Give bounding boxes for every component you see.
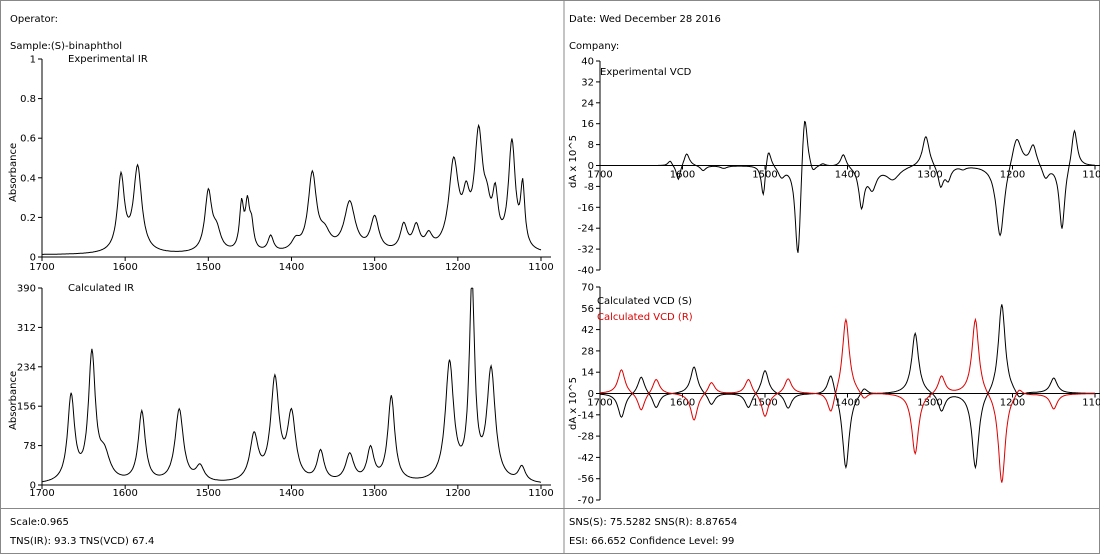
y-tick-label: -8: [584, 182, 594, 193]
company-label: Company:: [569, 41, 620, 52]
x-tick-label: 1700: [29, 488, 54, 499]
x-tick-label: 1400: [835, 398, 860, 409]
y-tick-label: 42: [581, 325, 594, 336]
scale-label: Scale:0.965: [10, 517, 69, 528]
y-tick-label: 78: [23, 441, 36, 452]
x-tick-label: 1100: [528, 488, 553, 499]
legend-entry: Calculated VCD (S): [597, 296, 692, 307]
y-tick-label: 0.4: [20, 173, 36, 184]
x-tick-label: 1100: [1082, 170, 1100, 181]
chart-title: Experimental IR: [68, 54, 148, 65]
y-tick-label: 0: [588, 389, 594, 400]
x-tick-label: 1600: [670, 398, 695, 409]
series-line-0: [600, 120, 1095, 253]
y-tick-label: -32: [578, 245, 594, 256]
x-tick-label: 1200: [1000, 170, 1025, 181]
x-tick-label: 1400: [835, 170, 860, 181]
sample-label: Sample:(S)-binaphthol: [10, 41, 123, 52]
calculated-ir-chart: 0 78 156 234 312 390 1700 1600 1500 1400 1300 1200 1…: [8, 283, 554, 499]
y-tick-label: 234: [17, 362, 36, 373]
y-tick-label: 16: [581, 119, 594, 130]
y-axis-label: dA x 10^5: [568, 135, 579, 188]
y-tick-label: -42: [578, 453, 594, 464]
x-tick-label: 1600: [670, 170, 695, 181]
x-tick-label: 1700: [587, 170, 612, 181]
x-tick-label: 1100: [528, 262, 553, 273]
calculated-vcd-chart: 70 56 42 28 14 0 -14 -28 -42 -56 -70 1700 1600 1500 14…: [568, 283, 1100, 507]
y-tick-label: 0: [30, 481, 36, 492]
y-tick-label: 56: [581, 304, 594, 315]
y-tick-label: -24: [578, 224, 594, 235]
series-line-1: [599, 317, 1095, 483]
sns-label: SNS(S): 75.5282 SNS(R): 8.87654: [569, 517, 738, 528]
y-tick-label: 0: [30, 253, 36, 264]
chart-title: Calculated IR: [68, 283, 134, 294]
y-tick-label: 0: [588, 161, 594, 172]
x-tick-label: 1400: [279, 488, 304, 499]
x-tick-label: 1600: [112, 262, 137, 273]
x-tick-label: 1300: [917, 170, 942, 181]
operator-label: Operator:: [10, 14, 58, 25]
y-axis-label: Absorbance: [8, 371, 19, 430]
y-tick-label: 8: [588, 140, 594, 151]
y-tick-label: 32: [581, 77, 594, 88]
y-tick-label: -70: [578, 496, 594, 507]
x-tick-label: 1500: [196, 488, 221, 499]
tns-label: TNS(IR): 93.3 TNS(VCD) 67.4: [10, 536, 155, 547]
y-tick-label: 0.6: [20, 134, 36, 145]
x-tick-label: 1300: [362, 488, 387, 499]
chart-title: Experimental VCD: [600, 67, 692, 78]
y-tick-label: 40: [581, 57, 594, 68]
x-tick-label: 1700: [587, 398, 612, 409]
series-line-0: [41, 287, 542, 483]
x-tick-label: 1200: [445, 488, 470, 499]
y-tick-label: 1: [30, 55, 36, 66]
y-tick-label: 24: [581, 98, 594, 109]
y-tick-label: 28: [581, 346, 594, 357]
x-tick-label: 1100: [1082, 398, 1100, 409]
y-tick-label: 0.8: [20, 94, 36, 105]
y-tick-label: -16: [578, 203, 594, 214]
series-line-0: [599, 304, 1095, 470]
y-tick-label: -56: [578, 474, 594, 485]
y-axis-label: Absorbance: [8, 143, 19, 202]
y-tick-label: 312: [17, 323, 36, 334]
y-tick-label: -40: [578, 266, 594, 277]
series-line-0: [42, 123, 542, 255]
y-tick-label: 390: [17, 284, 36, 295]
x-tick-label: 1500: [752, 398, 777, 409]
esi-label: ESI: 66.652 Confidence Level: 99: [569, 536, 735, 547]
experimental-ir-chart: 0 0.2 0.4 0.6 0.8 1 1700 1600 1500 1400 1300 1200 11…: [8, 54, 554, 273]
x-tick-label: 1300: [362, 262, 387, 273]
x-tick-label: 1400: [279, 262, 304, 273]
y-tick-label: 14: [581, 368, 594, 379]
y-axis-label: dA x 10^5: [568, 377, 579, 430]
y-tick-label: 70: [581, 283, 594, 294]
y-tick-label: 0.2: [20, 213, 36, 224]
x-tick-label: 1500: [196, 262, 221, 273]
x-tick-label: 1600: [112, 488, 137, 499]
y-tick-label: -14: [578, 410, 594, 421]
x-tick-label: 1200: [445, 262, 470, 273]
legend-entry: Calculated VCD (R): [597, 312, 693, 323]
x-tick-label: 1700: [29, 262, 54, 273]
y-tick-label: -28: [578, 432, 594, 443]
y-tick-label: 156: [17, 402, 36, 413]
x-tick-label: 1300: [917, 398, 942, 409]
date-label: Date: Wed December 28 2016: [569, 14, 721, 25]
